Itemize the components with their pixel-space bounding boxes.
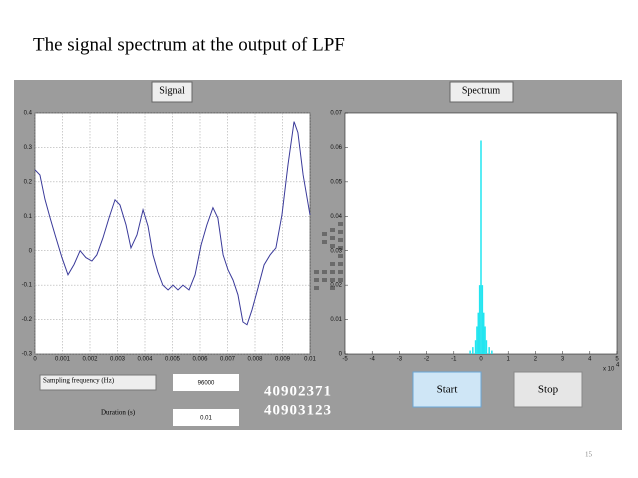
x-multiplier: x 10 — [603, 367, 615, 373]
plot-title: Signal — [159, 85, 185, 96]
duration-label: Duration (s) — [101, 409, 136, 417]
start-label: Start — [437, 384, 458, 396]
x-tick-label: 0.008 — [247, 357, 263, 363]
label-box — [39, 374, 157, 391]
y-tick-label: 0.2 — [24, 179, 33, 185]
start-button[interactable] — [412, 371, 482, 408]
y-tick-label: 0.07 — [330, 111, 342, 117]
x-tick-label: -3 — [397, 357, 403, 363]
x-tick-label: -2 — [424, 357, 430, 363]
y-tick-label: -0.3 — [22, 352, 33, 358]
x-tick-label: 0.01 — [304, 357, 316, 363]
y-tick-label: 0.02 — [330, 283, 342, 289]
stop-label: Stop — [538, 384, 559, 396]
x-tick-label: 0 — [479, 357, 483, 363]
student-id: 40902371 — [264, 383, 332, 399]
y-tick-label: 0.01 — [330, 317, 342, 323]
x-tick-label: 0.004 — [137, 357, 153, 363]
x-tick-label: 0.009 — [275, 357, 291, 363]
y-tick-label: 0.04 — [330, 214, 342, 220]
y-tick-label: 0.4 — [24, 111, 33, 117]
x-tick-label: -1 — [451, 357, 457, 363]
x-tick-label: 2 — [534, 357, 538, 363]
page-number: 15 — [585, 451, 593, 459]
y-tick-label: -0.1 — [22, 283, 33, 289]
input-box[interactable] — [173, 409, 239, 426]
input-box[interactable] — [173, 374, 239, 391]
stop-button[interactable] — [513, 371, 583, 408]
y-tick-label: 0 — [339, 352, 343, 358]
label-box — [98, 407, 156, 422]
x-tick-label: 0.007 — [220, 357, 236, 363]
plot-title: Spectrum — [462, 85, 501, 96]
y-tick-label: 0.3 — [24, 145, 33, 151]
x-tick-label: 0.001 — [55, 357, 71, 363]
sampling-value: 96000 — [198, 381, 215, 387]
student-id: 40903123 — [264, 402, 332, 418]
decor-squares — [314, 222, 343, 290]
x-exponent: 4 — [616, 363, 620, 369]
x-tick-label: 1 — [507, 357, 511, 363]
x-tick-label: 0 — [33, 357, 37, 363]
panel-label-box — [151, 81, 193, 103]
y-tick-label: 0.06 — [330, 145, 342, 151]
y-tick-label: -0.2 — [22, 317, 33, 323]
x-tick-label: -4 — [370, 357, 376, 363]
x-tick-label: -5 — [342, 357, 348, 363]
x-tick-label: 4 — [588, 357, 592, 363]
x-tick-label: 5 — [615, 357, 619, 363]
y-tick-label: 0 — [29, 248, 33, 254]
x-tick-label: 3 — [561, 357, 565, 363]
sampling-label: Sampling frequency (Hz) — [43, 377, 115, 385]
signal-line — [34, 121, 311, 326]
y-tick-label: 0.1 — [24, 214, 33, 220]
y-tick-label: 0.05 — [330, 179, 342, 185]
slide-title: The signal spectrum at the output of LPF — [33, 34, 345, 55]
panel-label-box — [449, 81, 514, 103]
x-tick-label: 0.002 — [82, 357, 98, 363]
y-tick-label: 0.03 — [330, 248, 342, 254]
x-tick-label: 0.003 — [110, 357, 126, 363]
duration-value: 0.01 — [200, 416, 212, 422]
x-tick-label: 0.005 — [165, 357, 181, 363]
x-tick-label: 0.006 — [192, 357, 208, 363]
